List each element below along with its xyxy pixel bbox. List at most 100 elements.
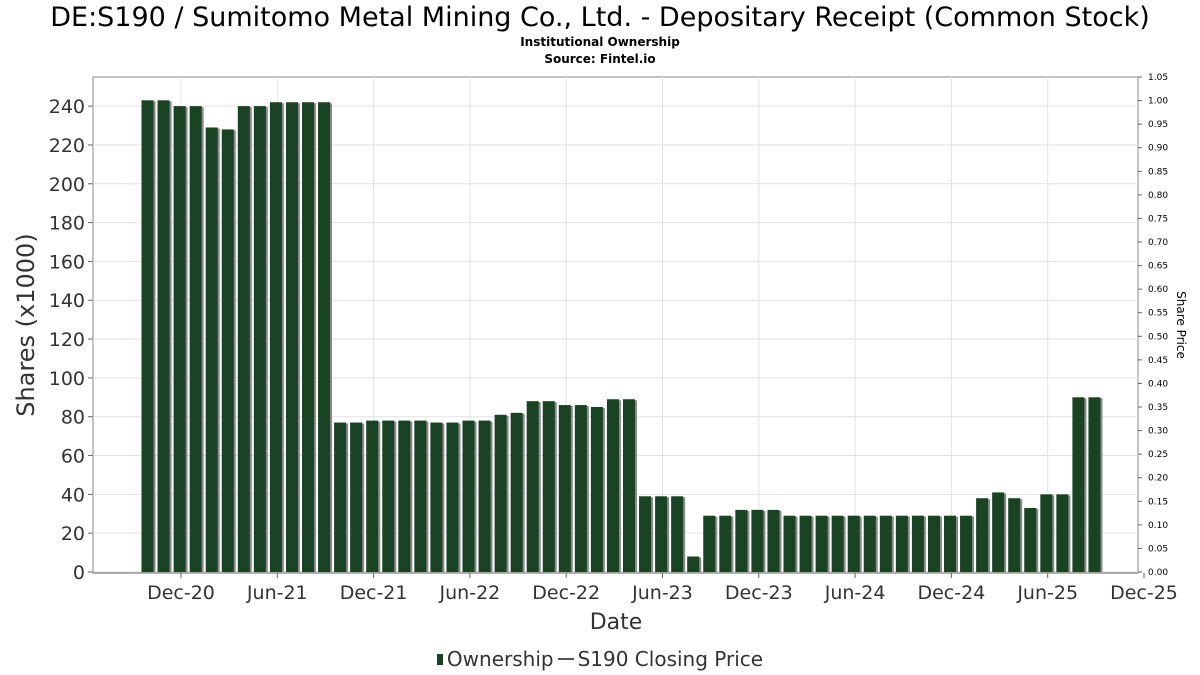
bar [1040, 494, 1053, 572]
bar [879, 515, 892, 572]
y2-tick-label: 0.75 [1148, 214, 1168, 224]
bar [350, 422, 363, 572]
bar [302, 102, 314, 572]
bar [767, 509, 780, 572]
bar [863, 515, 876, 572]
bar [269, 102, 282, 572]
bar [398, 420, 411, 572]
legend-ownership-label: Ownership [446, 647, 554, 671]
bar [173, 106, 186, 572]
bar [542, 401, 555, 572]
y-tick-label: 80 [61, 407, 85, 429]
x-tick-label: Jun-21 [246, 582, 308, 604]
bar [462, 420, 475, 572]
y-tick-label: 40 [61, 484, 85, 506]
bar [478, 420, 491, 572]
bar [703, 515, 716, 572]
x-tick-label: Jun-25 [1016, 582, 1078, 604]
legend: Ownership S190 Closing Price [0, 647, 1200, 671]
bar [639, 496, 652, 572]
bar [751, 509, 764, 572]
bar [671, 496, 684, 572]
bar [526, 401, 539, 572]
y2-tick-label: 0.15 [1148, 497, 1168, 507]
bar [141, 100, 154, 572]
y-tick-label: 240 [49, 96, 85, 118]
bar [1024, 507, 1037, 572]
x-tick-label: Jun-23 [631, 582, 693, 604]
y-axis-label: Shares (x1000) [12, 233, 40, 416]
y2-tick-label: 0.70 [1148, 238, 1168, 248]
bar [783, 515, 796, 572]
bar [895, 515, 908, 572]
bar [623, 399, 635, 572]
bar [414, 420, 427, 572]
y2-tick-label: 0.55 [1148, 309, 1168, 319]
bar [606, 399, 619, 572]
y2-tick-label: 1.00 [1148, 97, 1168, 107]
legend-price-label: S190 Closing Price [577, 647, 764, 671]
bar [1088, 397, 1101, 572]
bar [1008, 498, 1021, 572]
y2-tick-label: 0.90 [1148, 144, 1168, 154]
bar [430, 422, 443, 572]
x-tick-label: Dec-21 [340, 582, 408, 604]
y-tick-label: 220 [49, 135, 85, 157]
bar [237, 106, 250, 572]
bar [382, 420, 395, 572]
y2-tick-label: 0.50 [1148, 332, 1168, 342]
y2-tick-label: 0.60 [1148, 285, 1168, 295]
bar [911, 515, 924, 572]
y2-tick-label: 0.45 [1148, 356, 1168, 366]
bar [157, 100, 170, 572]
legend-ownership-swatch [436, 654, 443, 665]
bar [366, 420, 379, 572]
bar [735, 509, 748, 572]
bar [719, 515, 732, 572]
bar [558, 405, 571, 572]
bar [976, 498, 989, 572]
bar [221, 129, 234, 573]
y2-tick-label: 0.20 [1148, 474, 1168, 484]
x-axis: Dec-20 Jun-21 Dec-21 Jun-22 Dec-22 Jun-23 Dec-… [93, 572, 1178, 604]
x-tick-label: Dec-24 [917, 582, 985, 604]
y2-tick-label: 0.00 [1148, 568, 1168, 578]
x-tick-label: Dec-25 [1110, 582, 1178, 604]
y-tick-label: 0 [73, 562, 85, 584]
x-tick-label: Dec-22 [532, 582, 600, 604]
bar [446, 422, 459, 572]
bar [205, 127, 218, 573]
y2-tick-label: 0.40 [1148, 379, 1168, 389]
y2-tick-label: 0.25 [1148, 450, 1168, 460]
y-tick-label: 20 [61, 523, 85, 545]
chart-title: DE:S190 / Sumitomo Metal Mining Co., Ltd… [50, 2, 1150, 33]
chart-source: Source: Fintel.io [544, 52, 656, 66]
y2-tick-label: 0.35 [1148, 403, 1168, 413]
bar [253, 106, 266, 572]
y-tick-label: 200 [49, 174, 85, 196]
bar [687, 556, 700, 572]
legend-price-swatch [557, 658, 574, 660]
x-tick-label: Jun-22 [439, 582, 501, 604]
bar [318, 102, 331, 572]
y2-tick-label: 0.65 [1148, 262, 1168, 272]
bar [831, 515, 844, 572]
y2-tick-label: 0.95 [1148, 120, 1168, 130]
y2-tick-label: 0.10 [1148, 521, 1168, 531]
bar [574, 405, 587, 572]
x-tick-label: Jun-24 [824, 582, 886, 604]
y-tick-label: 100 [49, 368, 85, 390]
y2-tick-label: 0.85 [1148, 167, 1168, 177]
chart-subtitle: Institutional Ownership [520, 35, 680, 49]
bars [141, 100, 1103, 573]
y2-tick-label: 0.05 [1148, 544, 1168, 554]
bar [590, 407, 603, 572]
x-tick-label: Dec-23 [725, 582, 793, 604]
bar [960, 515, 973, 572]
y2-tick-label: 1.05 [1148, 73, 1168, 83]
bar [1056, 494, 1069, 572]
y-tick-label: 140 [49, 290, 85, 312]
y2-axis-label: Share Price [1174, 291, 1188, 359]
bar [799, 515, 812, 572]
